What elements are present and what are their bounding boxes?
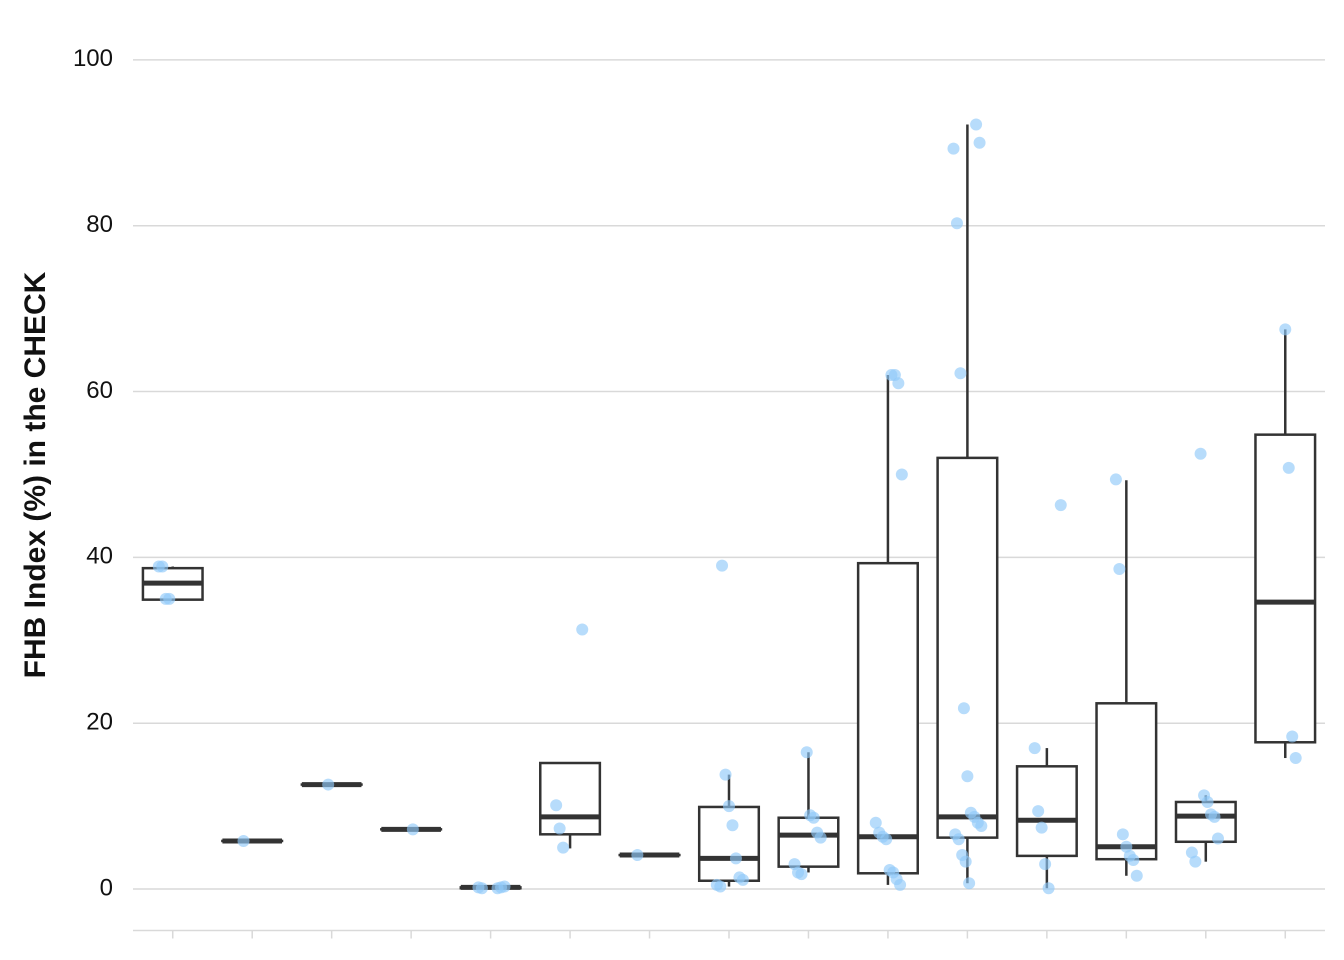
point <box>553 822 566 835</box>
point <box>952 833 965 846</box>
point <box>954 367 967 380</box>
point <box>973 136 986 149</box>
point <box>895 468 908 481</box>
point <box>1039 858 1052 871</box>
point <box>498 880 511 893</box>
box <box>697 805 761 882</box>
point <box>714 880 727 893</box>
point <box>814 831 827 844</box>
point <box>1130 869 1143 882</box>
box <box>1095 702 1158 861</box>
point <box>1127 854 1140 867</box>
box <box>1174 800 1237 844</box>
point <box>970 118 983 131</box>
point <box>406 823 419 836</box>
point <box>726 819 739 832</box>
point <box>975 820 988 833</box>
box <box>539 761 602 836</box>
point <box>576 623 589 636</box>
point <box>957 702 970 715</box>
point <box>1282 461 1295 474</box>
point <box>869 816 882 829</box>
point <box>795 868 808 881</box>
point <box>1208 810 1221 823</box>
point <box>963 877 976 890</box>
point <box>156 560 169 573</box>
point <box>550 799 563 812</box>
point <box>1185 846 1198 859</box>
point <box>1279 323 1292 336</box>
point <box>1116 828 1129 841</box>
point <box>1028 742 1041 755</box>
point <box>1109 473 1122 486</box>
y-tick-label: 100 <box>73 45 113 72</box>
point <box>237 834 250 847</box>
point <box>807 811 820 824</box>
point <box>736 873 749 886</box>
point <box>1032 805 1045 818</box>
y-tick-label: 80 <box>86 211 113 238</box>
point <box>1054 499 1067 512</box>
point <box>880 833 893 846</box>
point <box>892 377 905 390</box>
point <box>1289 752 1302 765</box>
point <box>322 778 335 791</box>
point <box>1120 840 1133 853</box>
point <box>947 142 960 155</box>
point <box>1189 855 1202 868</box>
y-axis-label: FHB Index (%) in the CHECK <box>19 271 52 678</box>
point <box>961 770 974 783</box>
point <box>723 800 735 813</box>
point <box>729 852 742 865</box>
point <box>959 855 972 868</box>
point <box>716 559 729 572</box>
point <box>800 746 813 759</box>
y-tick-label: 0 <box>100 874 113 901</box>
y-tick-label: 40 <box>86 543 113 570</box>
box <box>1254 433 1317 744</box>
point <box>1194 447 1207 460</box>
box <box>1015 765 1078 858</box>
y-tick-label: 20 <box>86 709 113 736</box>
point <box>163 592 176 605</box>
point <box>894 878 907 891</box>
point <box>719 768 732 781</box>
box <box>856 561 919 875</box>
point <box>1042 882 1055 895</box>
y-tick-label: 60 <box>86 377 113 404</box>
point <box>557 841 570 854</box>
point <box>1113 562 1126 575</box>
point <box>631 849 644 862</box>
point <box>950 217 963 230</box>
point <box>1211 832 1224 845</box>
point <box>1201 795 1214 808</box>
point <box>1035 821 1048 834</box>
point <box>1286 730 1299 743</box>
box <box>777 816 840 868</box>
point <box>475 882 488 895</box>
